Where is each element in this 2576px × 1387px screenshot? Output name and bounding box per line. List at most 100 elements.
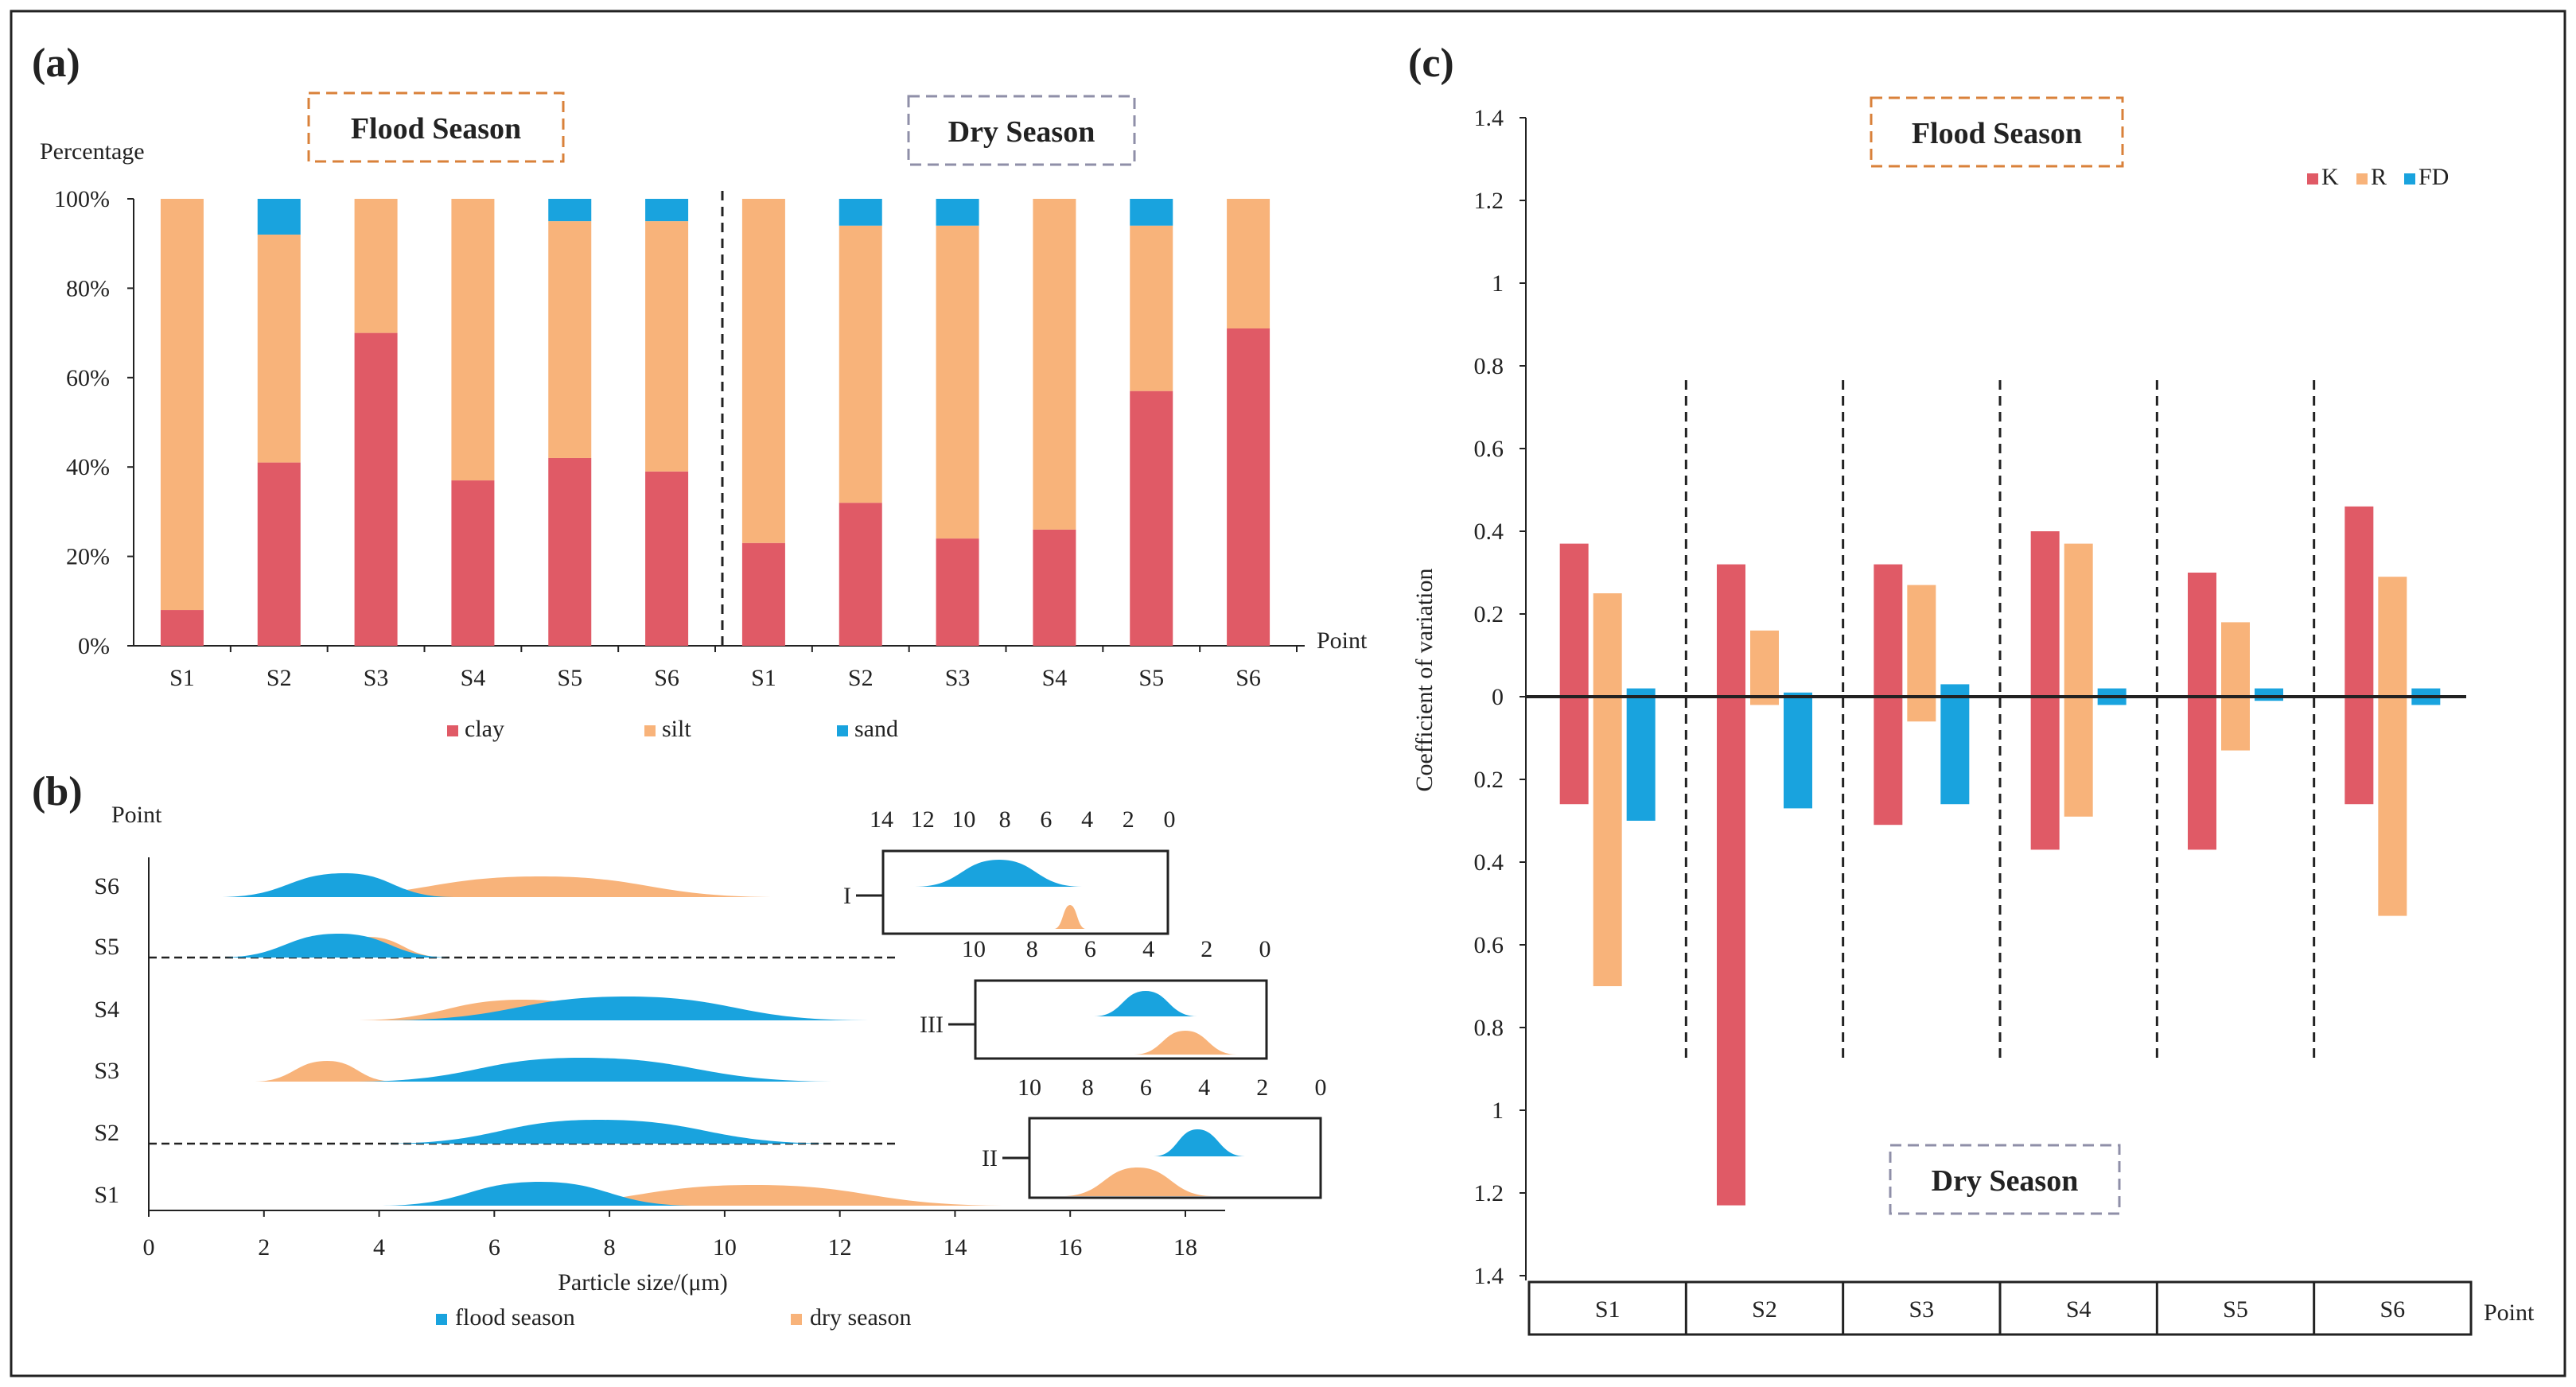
a-bar-silt [645, 221, 689, 472]
flood-season-label-c: Flood Season [1912, 117, 2082, 150]
b-inset-I-tick: 12 [911, 806, 935, 833]
c-bar-K-dry [2030, 697, 2060, 850]
a-bar-silt [451, 199, 495, 481]
b-inset-II-tick: 2 [1256, 1074, 1268, 1101]
b-xtick-label: 10 [713, 1234, 737, 1261]
c-xtick-label: S4 [2066, 1296, 2092, 1323]
c-ylabel: Coefficient of variation [1411, 568, 1438, 791]
c-xtick-label: S5 [2223, 1296, 2248, 1323]
a-bar-clay [741, 542, 785, 646]
panel-a: (a) Flood Season Dry Season Percentage P… [32, 41, 1368, 742]
a-bar-silt [354, 199, 398, 333]
a-bar-sand [1130, 199, 1173, 226]
b-inset-II-tick: 10 [1018, 1074, 1041, 1101]
b-inset-III-curve [1134, 1031, 1237, 1055]
a-bar-silt [936, 225, 979, 539]
c-bar-R-flood [1593, 593, 1622, 697]
a-xtick-label: S4 [1042, 665, 1068, 691]
panel-b: (b) Point S1 S2 S3 S4 S5 S6 0 2 4 6 8 10 12 14 16 18 P… [32, 769, 1327, 1331]
c-bar-R-flood [2221, 622, 2250, 697]
a-xtick-label: S1 [751, 665, 776, 691]
b-row-label-S3: S3 [94, 1058, 119, 1084]
b-row-label-S5: S5 [94, 934, 119, 960]
c-bar-FD-dry [2097, 697, 2127, 705]
b-flood-curve-S1 [379, 1182, 696, 1206]
b-inset-III-frame [974, 979, 1268, 1060]
a-ylabel: Percentage [40, 138, 145, 165]
a-xlabel: Point [1317, 627, 1368, 654]
b-flood-curve-S2 [379, 1120, 840, 1144]
c-bar-R-flood [1907, 585, 1936, 697]
a-legend-label-clay: clay [465, 716, 504, 742]
a-ytick-label: 100% [54, 186, 110, 212]
a-bar-silt [257, 234, 301, 463]
c-xlabel: Point [2484, 1300, 2535, 1326]
c-ytick-label: 0.4 [1474, 849, 1504, 876]
b-inset-II-tick: 0 [1315, 1074, 1327, 1101]
a-bar-sand [936, 199, 979, 226]
c-bar-K-flood [2344, 506, 2374, 697]
a-bar-clay [451, 480, 495, 646]
c-bar-R-dry [1907, 697, 1936, 722]
b-xtick-label: 8 [604, 1234, 616, 1261]
a-bar-silt [548, 221, 592, 458]
c-bar-R-dry [1593, 697, 1622, 986]
b-inset-I-tick: 8 [999, 806, 1011, 833]
c-bar-FD-dry [1784, 697, 1812, 809]
c-xtick-label: S2 [1752, 1296, 1777, 1323]
a-bar-clay [257, 462, 301, 646]
c-bar-FD-flood [2411, 688, 2441, 697]
b-xtick-label: 12 [828, 1234, 852, 1261]
c-bar-FD-flood [1784, 692, 1812, 697]
b-flood-curve-S4 [379, 997, 869, 1020]
b-inset-II-curve [1154, 1129, 1245, 1156]
dry-season-box-a [907, 95, 1136, 166]
b-row-label-S4: S4 [94, 997, 119, 1023]
a-bar-clay [160, 610, 204, 646]
c-bar-K-dry [2188, 697, 2216, 850]
c-legend-swatch-FD [2404, 173, 2415, 185]
b-legend-label: flood season [455, 1304, 575, 1331]
c-legend-label-FD: FD [2418, 164, 2449, 190]
c-bar-R-flood [2064, 543, 2093, 697]
c-xtick-label: S1 [1595, 1296, 1621, 1323]
b-inset-III-tick: 4 [1142, 936, 1154, 962]
a-xtick-label: S2 [848, 665, 874, 691]
c-bar-R-flood [2378, 577, 2407, 697]
b-flood-curve-S5 [217, 934, 454, 958]
a-xtick-label: S2 [267, 665, 292, 691]
b-xtick-label: 4 [373, 1234, 385, 1261]
figure-border [10, 10, 2566, 1377]
c-bar-FD-flood [1940, 684, 1970, 697]
a-xtick-label: S6 [654, 665, 679, 691]
c-xtick-label: S3 [1909, 1296, 1934, 1323]
c-bar-FD-flood [2255, 688, 2283, 697]
c-legend-label-R: R [2371, 164, 2387, 190]
c-bar-K-flood [2030, 531, 2060, 697]
c-xtick-label: S6 [2379, 1296, 2405, 1323]
a-bar-sand [839, 199, 882, 226]
a-bar-clay [548, 457, 592, 646]
b-xtick-label: 16 [1058, 1234, 1082, 1261]
a-xtick-label: S4 [461, 665, 486, 691]
b-ylabel: Point [111, 802, 162, 828]
c-bar-K-dry [1559, 697, 1589, 805]
panel-c: (c) Flood Season Dry Season Coefficient … [1408, 41, 2535, 1336]
b-inset-I-frame [881, 849, 1169, 935]
a-bar-clay [354, 332, 398, 646]
a-bar-clay [839, 503, 882, 646]
flood-season-box-c [1870, 96, 2124, 168]
a-bar-clay [1227, 328, 1270, 646]
a-bar-silt [1227, 199, 1270, 328]
dry-season-box-c [1889, 1144, 2121, 1215]
dry-season-label-c: Dry Season [1932, 1164, 2079, 1198]
b-xlabel: Particle size/(μm) [558, 1269, 728, 1296]
c-bar-K-flood [2188, 573, 2216, 697]
b-inset-III-tick: 8 [1026, 936, 1038, 962]
b-legend-swatch [791, 1314, 802, 1325]
c-bar-R-dry [2221, 697, 2250, 751]
a-bar-silt [1130, 225, 1173, 391]
a-bar-sand [257, 199, 301, 235]
b-inset-II-curve [1062, 1167, 1213, 1196]
